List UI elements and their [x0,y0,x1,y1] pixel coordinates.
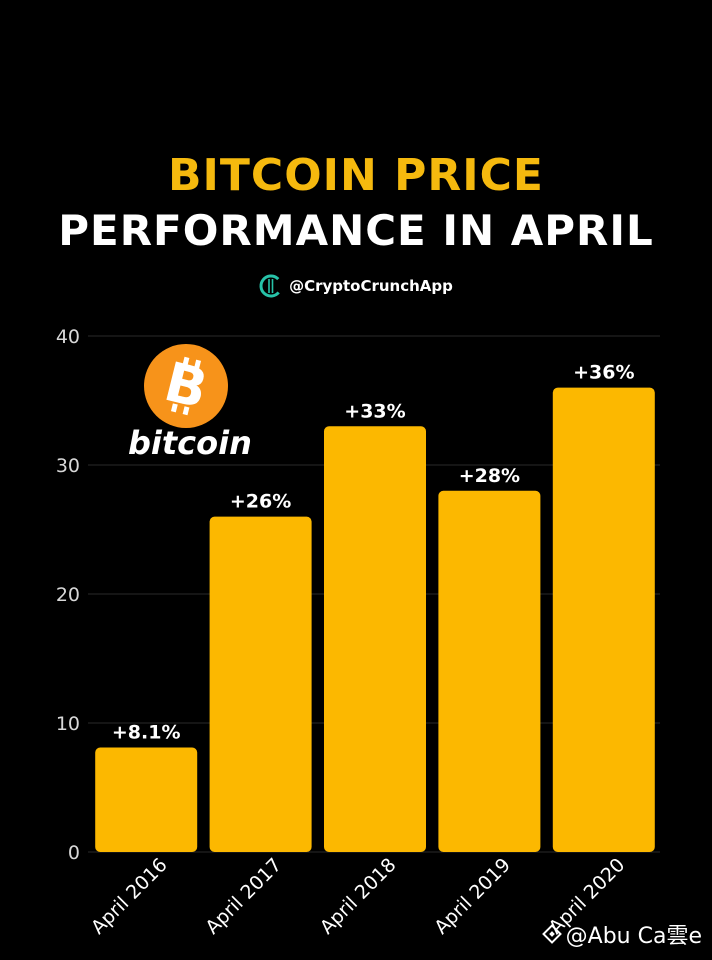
data-label: +26% [230,491,291,513]
y-tick-label: 20 [56,584,80,606]
x-tick-label: April 2017 [201,854,286,939]
bar [324,426,426,852]
bar [95,747,198,852]
x-tick-label: April 2016 [87,854,172,939]
data-label: +36% [573,362,634,384]
bitcoin-wordmark: bitcoin [128,424,252,462]
chart-title-line1: BITCOIN PRICE [168,150,544,201]
watermark-text: @Abu Ca雲e [565,924,702,949]
diamond-logo-icon [541,924,562,944]
crypto-crunch-logo-icon [259,274,283,298]
bar [438,490,541,852]
x-tick-label: April 2019 [430,854,515,939]
y-tick-label: 0 [68,842,80,864]
chart-title-line2: PERFORMANCE IN APRIL [58,206,654,255]
y-tick-label: 40 [56,326,80,348]
data-label: +8.1% [112,722,181,744]
data-label: +28% [459,465,520,487]
data-label: +33% [344,400,405,422]
y-tick-label: 10 [56,713,80,735]
bitcoin-coin-icon: B [144,344,228,428]
x-tick-label: April 2018 [316,854,401,939]
handle-text: @CryptoCrunchApp [289,277,453,295]
y-tick-label: 30 [56,455,80,477]
bar [552,387,655,852]
source-handle: @CryptoCrunchApp [0,274,712,298]
watermark: @Abu Ca雲e [541,918,702,950]
bar [209,516,312,852]
